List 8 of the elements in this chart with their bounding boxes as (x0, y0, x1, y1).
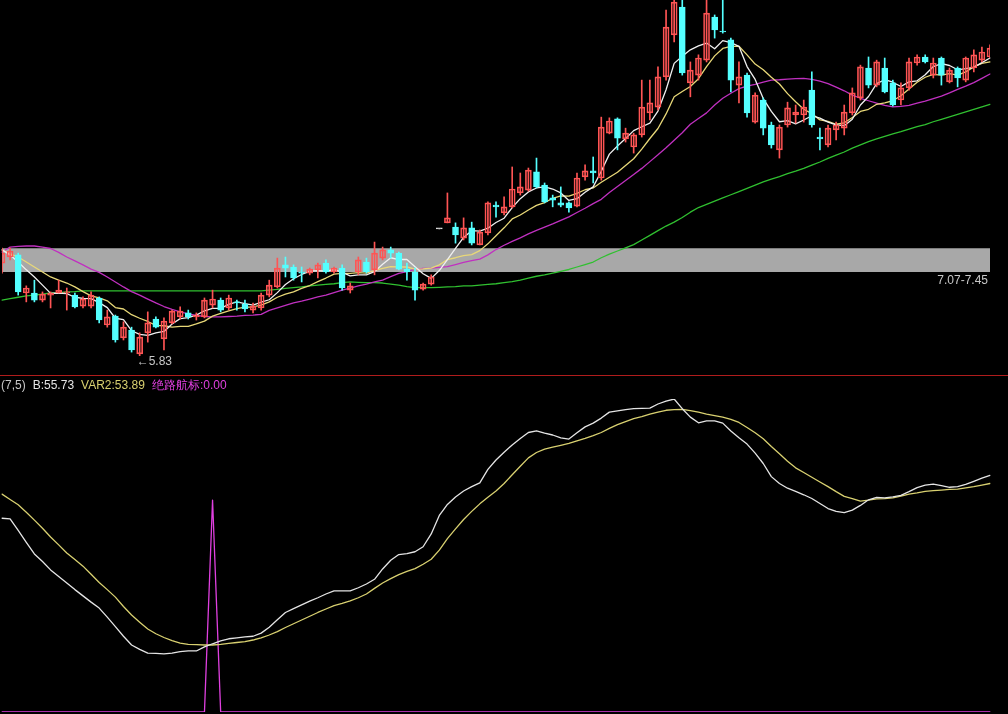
candlestick (719, 0, 727, 34)
chart-title: (7,5) (1, 378, 26, 392)
text: 绝路航标:0.00 (151, 378, 227, 392)
text: VAR2:53.89 (81, 378, 145, 392)
candlestick (233, 299, 241, 311)
band-label: 7.07-7.45 (937, 273, 989, 288)
annotation: ←5.83 (136, 354, 173, 369)
text: B:55.73 (32, 378, 75, 392)
